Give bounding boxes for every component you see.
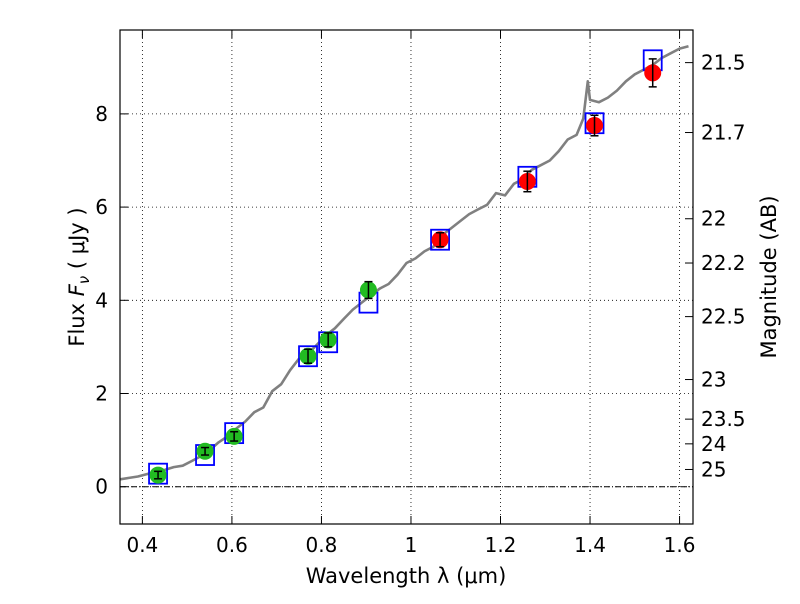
x-tick-label: 0.8 <box>306 533 338 557</box>
magnitude-tick-label: 25 <box>701 457 726 481</box>
axes: 0.4 0.6 0.8 1 1.2 1.4 1.60246821.521.72222.222… <box>95 30 746 557</box>
model-flux-square <box>148 462 168 485</box>
plot-frame <box>119 29 694 525</box>
magnitude-tick-label: 22.5 <box>701 305 746 329</box>
magnitude-tick-label: 21.7 <box>701 121 746 145</box>
y-axis-title-suffix: ( μJy ) <box>65 207 89 275</box>
y-tick-label: 0 <box>95 475 108 499</box>
model-flux-square <box>430 228 450 251</box>
x-axis-title: Wavelength λ (μm) <box>306 564 507 588</box>
spectrum-line <box>120 45 689 481</box>
magnitude-tick-label: 23.5 <box>701 407 746 431</box>
y2-axis-title: Magnitude (AB) <box>757 195 781 358</box>
x-tick-label: 1.4 <box>574 533 606 557</box>
magnitude-tick-label: 24 <box>701 432 726 456</box>
y-tick-label: 4 <box>95 288 108 312</box>
plot-area <box>120 45 689 485</box>
model-flux-square <box>298 345 318 368</box>
x-tick-label: 1.6 <box>664 533 696 557</box>
x-tick-label: 0.6 <box>216 533 248 557</box>
x-tick-label: 0.4 <box>126 533 158 557</box>
y-tick-label: 2 <box>95 382 108 406</box>
magnitude-tick-label: 22.2 <box>701 251 746 275</box>
y-axis-title-symbol: F <box>65 283 89 296</box>
y-axis-title: Flux Fν ( μJy ) <box>65 207 93 346</box>
magnitude-tick-label: 21.5 <box>701 51 746 75</box>
x-tick-label: 1.2 <box>485 533 517 557</box>
magnitude-tick-label: 22 <box>701 207 726 231</box>
y-axis-title-prefix: Flux <box>65 296 89 346</box>
magnitude-tick-label: 23 <box>701 368 726 392</box>
y-axis-title-subscript: ν <box>75 276 93 284</box>
y-tick-label: 8 <box>95 102 108 126</box>
x-tick-label: 1 <box>405 533 418 557</box>
y-tick-label: 6 <box>95 195 108 219</box>
